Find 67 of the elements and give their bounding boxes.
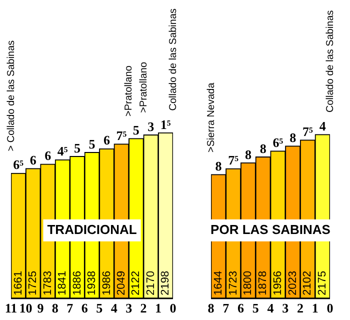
data-label: 1878 — [257, 270, 270, 296]
x-tick-label: 5 — [96, 300, 104, 316]
annotation: 1⁵ — [160, 116, 171, 132]
x-tick-label: 3 — [282, 300, 290, 316]
data-label: 2175 — [316, 270, 329, 296]
annotation: 6⁵ — [13, 157, 24, 172]
annotation: 6 — [30, 152, 37, 168]
x-tick-label: 6 — [81, 300, 88, 316]
text: POR LAS SABINAS — [210, 222, 331, 237]
data-label: 1661 — [12, 270, 24, 296]
x-tick-label: 10 — [19, 300, 32, 316]
x-tick-label: 11 — [4, 300, 18, 316]
text: TRADICIONAL — [47, 222, 137, 237]
data-label: 2102 — [302, 270, 314, 296]
x-tick-label: 2 — [297, 300, 304, 316]
data-label: 1886 — [71, 270, 84, 296]
annotation: 6 — [44, 148, 52, 164]
x-tick-label: 3 — [126, 300, 133, 316]
annotation: 4⁵ — [57, 144, 68, 159]
data-label: 1956 — [272, 270, 284, 296]
annotation: 7⁵ — [302, 124, 313, 139]
x-tick-label: 0 — [326, 300, 334, 316]
data-label: 2049 — [115, 270, 128, 296]
x-tick-label: 8 — [208, 300, 215, 316]
x-tick-label: 1 — [312, 300, 318, 316]
annotation: 8 — [260, 140, 267, 156]
annotation: 5 — [88, 136, 96, 152]
x-tick-label: 9 — [37, 300, 44, 316]
annotation: 6 — [103, 132, 110, 148]
annotation: >Pratollano — [124, 65, 135, 116]
x-tick-label: 7 — [66, 300, 74, 316]
annotation: 6⁵ — [272, 134, 284, 150]
x-tick-label: 0 — [170, 300, 176, 316]
x-tick-label: 8 — [52, 300, 59, 316]
data-label: 1783 — [42, 270, 54, 296]
annotation: > Collado de las Sabinas — [6, 40, 17, 152]
data-label: 1800 — [242, 270, 254, 296]
data-label: 1841 — [56, 270, 69, 296]
data-label: 2023 — [286, 270, 299, 296]
annotation: 8 — [244, 146, 252, 162]
annotation: 7⁵ — [228, 152, 239, 168]
data-label: 1725 — [27, 270, 40, 296]
x-tick-label: 1 — [155, 300, 162, 316]
annotation: 5 — [74, 140, 82, 156]
data-label: 1644 — [212, 270, 224, 296]
x-tick-label: 2 — [140, 300, 147, 316]
annotation: 7⁵ — [116, 128, 127, 143]
annotation: 5 — [132, 122, 140, 138]
x-tick-label: 7 — [222, 300, 230, 316]
data-label: 1986 — [100, 270, 113, 296]
data-label: 1938 — [86, 270, 98, 296]
x-tick-label: 6 — [238, 300, 244, 316]
x-tick-label: 4 — [110, 300, 118, 316]
annotation: 3 — [148, 118, 155, 134]
x-tick-label: 4 — [267, 300, 274, 316]
data-label: 2198 — [160, 270, 172, 296]
annotation: >Sierra Nevada — [206, 82, 217, 153]
annotation: Collado de las Sabinas — [168, 8, 179, 111]
data-label: 1723 — [227, 270, 240, 296]
annotation: >Pratollano — [138, 62, 150, 113]
x-tick-label: 5 — [252, 300, 260, 316]
annotation: 8 — [215, 158, 222, 174]
data-label: 2122 — [130, 270, 142, 296]
annotation: 8 — [290, 130, 297, 145]
data-label: 2170 — [144, 270, 157, 296]
annotation: 4 — [319, 118, 326, 134]
annotation: Collado de las Sabinas — [324, 10, 336, 112]
